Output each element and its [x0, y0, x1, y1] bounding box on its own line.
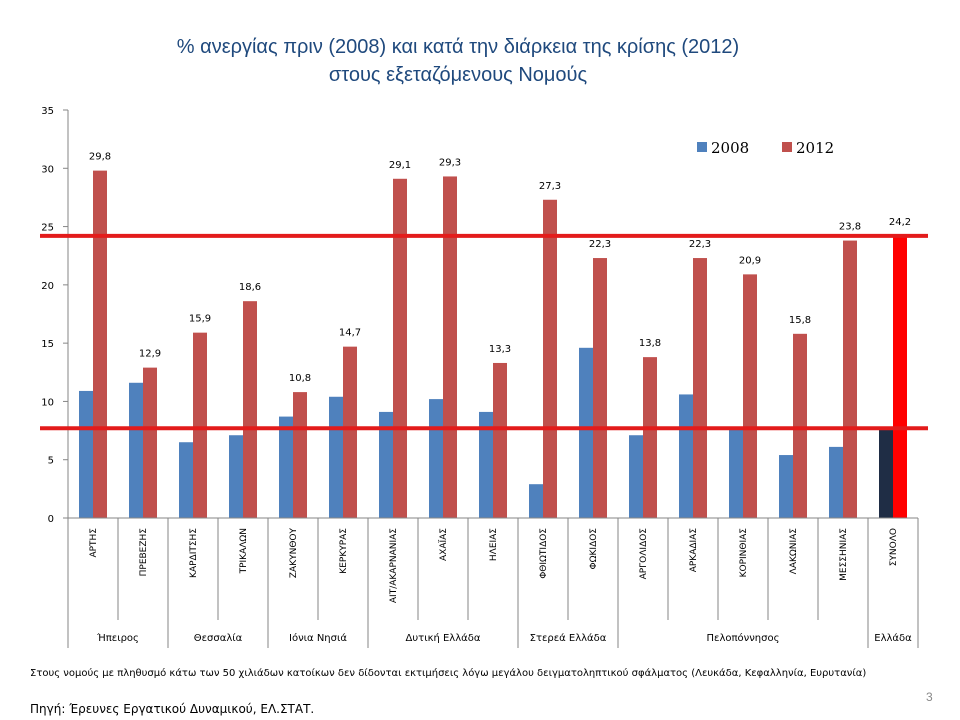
category-label: ΚΟΡΙΝΘΙΑΣ — [739, 528, 749, 578]
data-label-2012: 20,9 — [739, 255, 761, 266]
data-label-2012: 13,3 — [489, 344, 511, 355]
bar-2012 — [243, 301, 257, 518]
data-label-2012: 29,8 — [89, 152, 111, 163]
category-label: ΦΩΚΙΔΟΣ — [589, 528, 599, 570]
data-label-2012: 10,8 — [289, 373, 311, 384]
group-label: Ελλάδα — [874, 632, 912, 644]
y-tick-label: 25 — [41, 223, 54, 234]
bar-2012 — [643, 357, 657, 518]
data-label-2012: 13,8 — [639, 338, 661, 349]
legend-swatch-2008 — [697, 142, 707, 152]
category-label: ΤΡΙΚΑΛΩΝ — [239, 528, 249, 574]
y-tick-label: 15 — [41, 339, 54, 350]
category-label: ΑΡΓΟΛΙΔΟΣ — [639, 528, 649, 580]
category-label: ΑΡΤΗΣ — [89, 528, 99, 558]
category-label: ΣΥΝΟΛΟ — [889, 528, 899, 566]
bar-2012 — [393, 178, 407, 518]
y-tick-label: 30 — [41, 164, 54, 175]
bar-2008 — [279, 416, 293, 518]
data-label-2012: 15,9 — [189, 314, 211, 325]
bar-2008 — [579, 347, 593, 518]
bar-2012 — [343, 346, 357, 518]
bar-2008 — [629, 435, 643, 518]
category-label: ΑΡΚΑΔΙΑΣ — [689, 528, 699, 573]
data-label-2012: 29,1 — [389, 160, 411, 171]
legend-label-2008: 2008 — [711, 139, 749, 157]
data-label-2012: 23,8 — [839, 222, 861, 233]
group-label: Δυτική Ελλάδα — [406, 632, 481, 644]
data-label-2012: 29,3 — [439, 157, 461, 168]
y-tick-label: 0 — [48, 514, 54, 525]
bar-2012 — [543, 199, 557, 518]
y-tick-label: 5 — [48, 456, 54, 467]
bar-2012 — [493, 362, 507, 518]
bar-2012 — [893, 235, 907, 518]
group-label: Ιόνια Νησιά — [289, 632, 347, 644]
bar-2008 — [529, 484, 543, 518]
category-label: ΚΑΡΔΙΤΣΗΣ — [189, 528, 199, 578]
data-label-2012: 12,9 — [139, 349, 161, 360]
data-label-2012: 14,7 — [339, 328, 361, 339]
bar-2012 — [193, 332, 207, 518]
bar-2008 — [479, 411, 493, 518]
bar-2008 — [779, 455, 793, 518]
bar-2012 — [143, 367, 157, 518]
bar-2008 — [79, 390, 93, 518]
data-label-2012: 15,8 — [789, 315, 811, 326]
y-tick-label: 20 — [41, 281, 54, 292]
bar-2008 — [729, 427, 743, 518]
bar-2012 — [793, 333, 807, 518]
bar-2008 — [879, 428, 893, 518]
data-label-2012: 22,3 — [689, 239, 711, 250]
category-label: ΜΕΣΣΗΝΙΑΣ — [839, 528, 849, 581]
bar-2008 — [329, 396, 343, 518]
data-label-2012: 24,2 — [889, 217, 911, 228]
bar-2008 — [179, 442, 193, 518]
bar-2008 — [129, 382, 143, 518]
footnote: Στους νομούς με πληθυσμό κάτω των 50 χιλ… — [30, 668, 867, 679]
y-tick-label: 35 — [41, 106, 54, 117]
group-label: Πελοπόννησος — [707, 632, 780, 644]
bar-2012 — [93, 170, 107, 519]
category-label: ΑΙΤ/ΑΚΑΡΝΑΝΙΑΣ — [389, 528, 399, 603]
bar-2012 — [843, 240, 857, 518]
category-label: ΠΡΕΒΕΖΗΣ — [139, 528, 149, 577]
data-label-2012: 18,6 — [239, 282, 261, 293]
category-label: ΗΛΕΙΑΣ — [489, 528, 499, 561]
group-label: Θεσσαλία — [194, 632, 243, 644]
bar-2012 — [293, 392, 307, 518]
category-label: ΛΑΚΩΝΙΑΣ — [789, 528, 799, 575]
source-note: Πηγή: Έρευνες Εργατικού Δυναμικού, ΕΛ.ΣΤ… — [30, 702, 315, 716]
group-label: Ήπειρος — [96, 632, 139, 644]
bar-2008 — [679, 394, 693, 518]
group-label: Στερεά Ελλάδα — [530, 632, 607, 644]
y-tick-label: 10 — [41, 397, 54, 408]
bar-2012 — [693, 258, 707, 518]
chart-title-line2: στους εξεταζόμενους Νομούς — [328, 64, 588, 86]
bar-2012 — [743, 274, 757, 518]
bar-2012 — [593, 258, 607, 518]
bar-2008 — [829, 446, 843, 518]
legend-label-2012: 2012 — [796, 139, 834, 157]
bar-2012 — [443, 176, 457, 518]
category-label: ΚΕΡΚΥΡΑΣ — [339, 528, 349, 574]
chart-title-line1: % ανεργίας πριν (2008) και κατά την διάρ… — [176, 36, 740, 58]
bar-2008 — [379, 411, 393, 518]
data-label-2012: 27,3 — [539, 181, 561, 192]
category-label: ΦΘΙΩΤΙΔΟΣ — [539, 528, 549, 579]
bar-2008 — [229, 435, 243, 518]
category-label: ΖΑΚΥΝΘΟΥ — [289, 528, 299, 579]
data-label-2012: 22,3 — [589, 239, 611, 250]
page-number: 3 — [926, 690, 933, 704]
bar-2008 — [429, 399, 443, 518]
category-label: ΑΧΑΪΑΣ — [438, 528, 449, 561]
legend-swatch-2012 — [782, 142, 792, 152]
